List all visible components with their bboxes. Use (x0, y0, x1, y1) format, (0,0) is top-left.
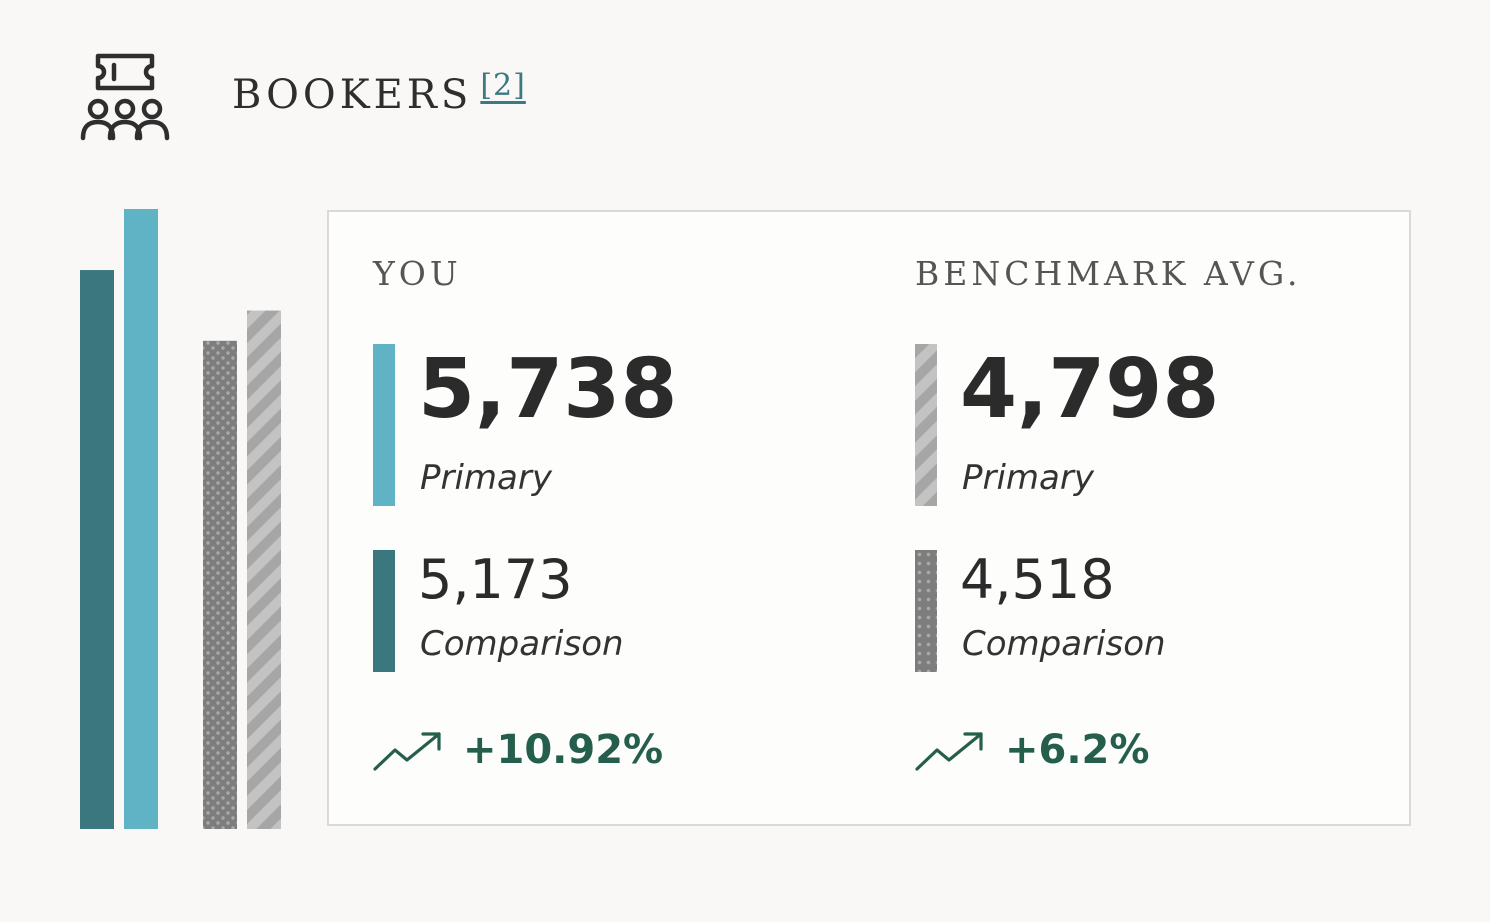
benchmark-column: BENCHMARK AVG. 4,798 Primary 4,518 Compa… (915, 212, 1395, 824)
title-text: BOOKERS (232, 72, 473, 118)
benchmark-comparison-value: 4,518 (960, 548, 1115, 611)
benchmark-label: BENCHMARK AVG. (915, 254, 1302, 293)
you-comparison-swatch (373, 550, 395, 672)
benchmark-change-value: +6.2% (1005, 727, 1150, 773)
bar-benchmark-primary (247, 310, 281, 829)
bar-you-comparison (80, 270, 114, 829)
you-column: YOU 5,738 Primary 5,173 Comparison +10.9… (373, 212, 853, 824)
bar-benchmark-comparison (203, 340, 237, 829)
benchmark-primary-swatch (915, 344, 937, 506)
you-primary-swatch (373, 344, 395, 506)
you-change-value: +10.92% (463, 727, 664, 773)
trend-up-icon (915, 732, 983, 771)
trend-up-icon (373, 732, 441, 771)
bar-you-primary (124, 209, 158, 829)
you-label: YOU (373, 254, 462, 293)
benchmark-comparison-label: Comparison (962, 624, 1166, 664)
ticket-people-icon (80, 53, 170, 141)
you-comparison-label: Comparison (420, 624, 624, 664)
benchmark-comparison-swatch (915, 550, 937, 672)
page-title: BOOKERS [2] (232, 68, 526, 120)
stats-panel: YOU 5,738 Primary 5,173 Comparison +10.9… (327, 210, 1411, 826)
benchmark-primary-label: Primary (962, 458, 1094, 498)
you-primary-label: Primary (420, 458, 552, 498)
footnote-link[interactable]: [2] (480, 68, 526, 103)
benchmark-primary-value: 4,798 (960, 342, 1220, 437)
you-comparison-value: 5,173 (418, 548, 573, 611)
bar-chart (80, 209, 281, 829)
you-primary-value: 5,738 (418, 342, 678, 437)
